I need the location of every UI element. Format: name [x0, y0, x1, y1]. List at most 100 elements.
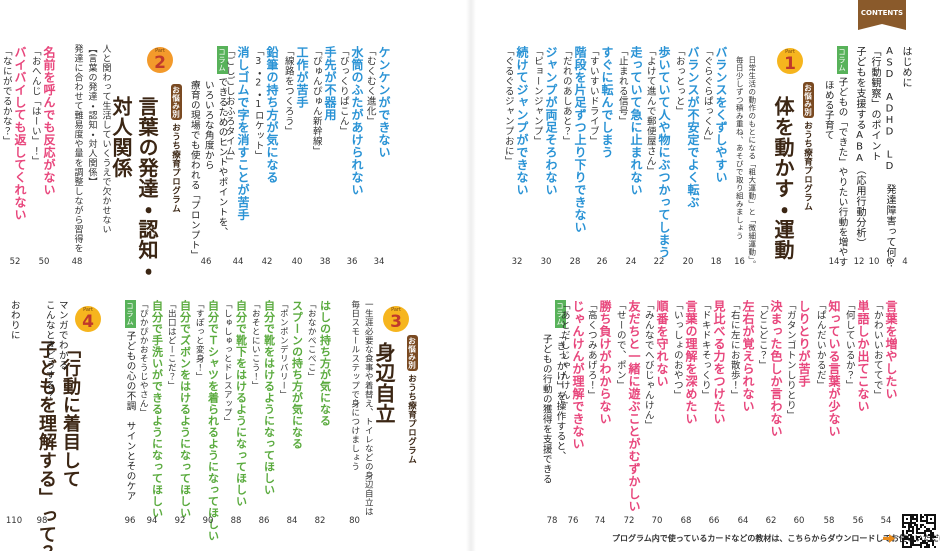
page-number: 52	[9, 257, 21, 267]
page-number: 98	[36, 516, 48, 526]
part-badge: Part 4	[75, 306, 101, 332]
item-subtitle: 「どこどこ？」	[756, 300, 768, 370]
qr-module	[902, 516, 904, 518]
arrow-icon	[883, 534, 895, 543]
qr-module	[926, 514, 928, 516]
item-title: バランスが不安定でよく転ぶ	[686, 46, 700, 209]
item-subtitle: 「3・2・1ロケット」	[252, 46, 264, 161]
item-title: ジャンプが両足そろわない	[544, 46, 558, 196]
page-number: 54	[880, 516, 892, 526]
page-number: 42	[261, 257, 273, 267]
qr-module	[902, 524, 904, 526]
qr-code	[902, 514, 936, 548]
qr-module	[906, 538, 908, 540]
qr-module	[910, 520, 912, 522]
item-subtitle: 「すぽっと変身！」	[194, 300, 205, 381]
qr-module	[910, 542, 912, 544]
page-number: 34	[373, 257, 385, 267]
column-text: できるためのヒントやポイントを、	[216, 77, 228, 237]
toc-entry: 子どもを支援するABA（応用行動分析）	[854, 46, 865, 249]
item-title: 友だちと一緒に遊ぶことがむずかしい	[627, 300, 641, 513]
item-title: スプーンの持ち方が気になる	[290, 300, 304, 450]
column-entry: コラム子どもの「できた」やりたい行動を増やす	[836, 46, 848, 267]
qr-module	[906, 522, 908, 524]
qr-module	[910, 530, 912, 532]
item-subtitle: 「右に左にお散歩！」	[728, 300, 740, 400]
qr-module	[904, 536, 906, 538]
qr-module	[910, 524, 912, 526]
page-number: 18	[710, 257, 722, 267]
qr-module	[902, 520, 904, 522]
page-number: 44	[232, 257, 244, 267]
page-number: 84	[286, 516, 298, 526]
qr-module	[904, 538, 906, 540]
qr-module	[920, 514, 922, 516]
toc-entry: 「行動観察」のポイント	[869, 46, 880, 162]
qr-module	[908, 522, 910, 524]
part-tag: お悩み別	[170, 84, 182, 120]
item-subtitle: 「びっくりぱこん」	[337, 46, 349, 136]
item-title: 勝ち負けがわからない	[598, 300, 612, 425]
qr-module	[932, 542, 934, 544]
item-subtitle: 「よけて進んで郵便屋さん」	[644, 46, 656, 176]
qr-module	[902, 532, 904, 534]
item-subtitle: 「ドキドキそっくり」	[699, 300, 711, 400]
qr-module	[902, 544, 904, 546]
qr-module	[916, 536, 918, 538]
item-title: バイバイしても返してくれない	[13, 46, 27, 221]
qr-module	[932, 536, 934, 538]
part-label: Part	[155, 48, 165, 54]
qr-module	[932, 522, 934, 524]
page-number: 10	[868, 257, 880, 267]
item-subtitle: 「あとだしじゃんけん」	[558, 300, 570, 410]
qr-module	[912, 526, 914, 528]
page-number: 48	[71, 257, 83, 267]
item-subtitle: 「高くつみあげろ！」	[585, 300, 597, 400]
qr-module	[908, 514, 910, 516]
qr-module	[912, 544, 914, 546]
qr-module	[906, 530, 908, 532]
page-number: 74	[594, 516, 606, 526]
qr-module	[916, 532, 918, 534]
qr-module	[906, 518, 908, 520]
qr-module	[904, 526, 906, 528]
item-subtitle: 「出口はどーこだ？」	[166, 300, 177, 390]
page-number: 16	[734, 257, 745, 267]
column-text: 子どもの「できた」やりたい行動を増やす	[836, 77, 848, 267]
item-title: 名前を呼んでも反応がない	[42, 46, 56, 196]
qr-module	[932, 528, 934, 530]
qr-module	[912, 522, 914, 524]
part-lead: 毎日スモールステップで身につけましょう	[349, 300, 360, 471]
qr-module	[924, 520, 926, 522]
item-title: 自分で手洗いができるようになってほしい	[150, 300, 164, 519]
page-number: 14	[828, 257, 840, 267]
qr-module	[932, 514, 934, 516]
qr-module	[916, 530, 918, 532]
qr-module	[916, 538, 918, 540]
item-subtitle: 「おそとにいこう！」	[250, 300, 261, 390]
item-subtitle: 「ごしごしおふろタイム」	[223, 46, 235, 166]
qr-module	[914, 540, 916, 542]
part-lead: 人と関わって生活していくうえで欠かせない	[100, 44, 111, 234]
qr-module	[920, 546, 922, 548]
part-label: Part	[785, 49, 795, 55]
part-lead: 発達に合わせて難易度や量を調整しながら習得を	[72, 44, 83, 253]
column-entry: コラム子どもの心の不調 サインとそのケア	[124, 300, 136, 501]
qr-module	[928, 540, 930, 542]
column-text: 子どもの行動の獲得を支援できる	[540, 334, 552, 484]
qr-module	[934, 536, 936, 538]
page-number: 76	[567, 516, 579, 526]
column-text: 子どもの心の不調 サインとそのケア	[124, 331, 136, 501]
qr-module	[910, 546, 912, 548]
part-number: 2	[154, 53, 166, 73]
part-label: Part	[83, 307, 93, 313]
qr-module	[924, 534, 926, 536]
column-text: 療育の現場でも使われる「プロンプト」	[188, 80, 200, 260]
part-title: 身辺自立	[372, 342, 396, 424]
qr-module	[914, 522, 916, 524]
qr-module	[922, 542, 924, 544]
qr-module	[916, 526, 918, 528]
page-number: 82	[314, 516, 326, 526]
qr-module	[924, 526, 926, 528]
item-subtitle: 「すいすいドライブ」	[587, 46, 599, 146]
